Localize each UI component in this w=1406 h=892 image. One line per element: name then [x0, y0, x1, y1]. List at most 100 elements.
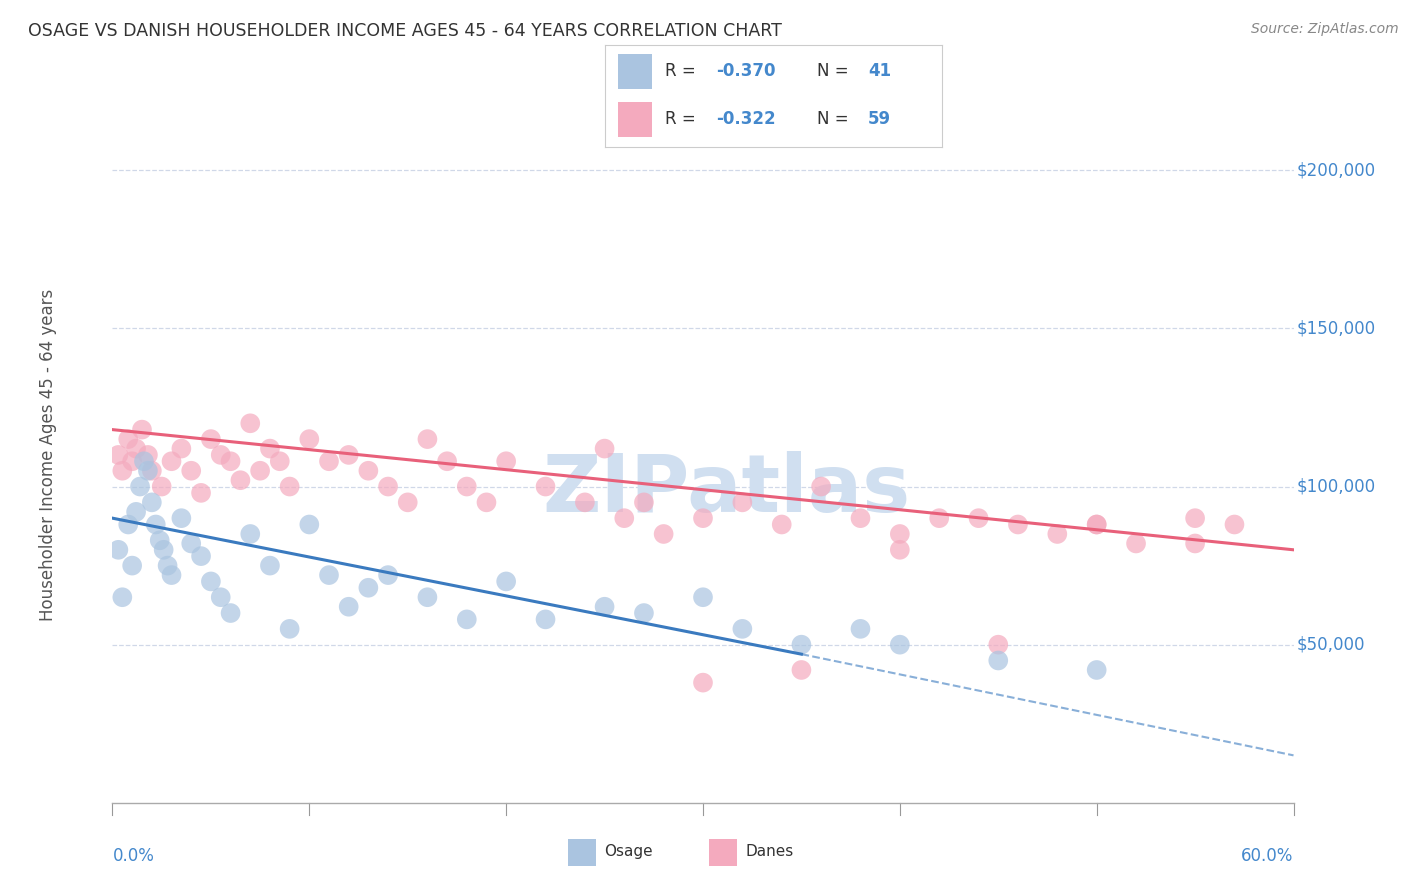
- Point: [613, 511, 636, 525]
- Point: [456, 612, 478, 626]
- Point: [1184, 536, 1206, 550]
- Point: [692, 675, 714, 690]
- Point: [150, 479, 173, 493]
- Text: -0.322: -0.322: [716, 111, 776, 128]
- Point: [111, 591, 134, 605]
- Point: [1085, 517, 1108, 532]
- Point: [136, 464, 159, 478]
- Bar: [709, 839, 737, 866]
- Point: [633, 495, 655, 509]
- Point: [149, 533, 172, 548]
- Point: [987, 653, 1010, 667]
- Point: [160, 568, 183, 582]
- Point: [160, 454, 183, 468]
- Point: [1184, 511, 1206, 525]
- Point: [1046, 527, 1069, 541]
- Point: [121, 558, 143, 573]
- Text: Householder Income Ages 45 - 64 years: Householder Income Ages 45 - 64 years: [38, 289, 56, 621]
- Text: $200,000: $200,000: [1298, 161, 1376, 179]
- Point: [152, 542, 174, 557]
- Bar: [568, 839, 596, 866]
- Point: [117, 432, 139, 446]
- Point: [318, 568, 340, 582]
- Point: [269, 454, 291, 468]
- Point: [125, 442, 148, 456]
- Point: [456, 479, 478, 493]
- Point: [229, 473, 252, 487]
- Point: [416, 591, 439, 605]
- Point: [249, 464, 271, 478]
- Point: [219, 454, 242, 468]
- Bar: [619, 54, 652, 88]
- Point: [731, 495, 754, 509]
- Point: [117, 517, 139, 532]
- Point: [209, 591, 232, 605]
- Point: [967, 511, 990, 525]
- Point: [125, 505, 148, 519]
- Point: [416, 432, 439, 446]
- Point: [170, 442, 193, 456]
- Text: 0.0%: 0.0%: [112, 847, 155, 865]
- Text: 41: 41: [868, 62, 891, 80]
- Point: [987, 638, 1010, 652]
- Text: R =: R =: [665, 62, 702, 80]
- Point: [790, 663, 813, 677]
- Point: [170, 511, 193, 525]
- Point: [928, 511, 950, 525]
- Point: [190, 486, 212, 500]
- Point: [889, 638, 911, 652]
- Point: [357, 464, 380, 478]
- Point: [849, 622, 872, 636]
- Point: [111, 464, 134, 478]
- Bar: [619, 102, 652, 137]
- Point: [337, 599, 360, 614]
- Text: 60.0%: 60.0%: [1241, 847, 1294, 865]
- Point: [298, 432, 321, 446]
- Point: [190, 549, 212, 563]
- Point: [141, 464, 163, 478]
- Point: [107, 448, 129, 462]
- Point: [396, 495, 419, 509]
- Point: [209, 448, 232, 462]
- Point: [259, 442, 281, 456]
- Point: [145, 517, 167, 532]
- Point: [239, 417, 262, 431]
- Point: [849, 511, 872, 525]
- Text: Danes: Danes: [745, 845, 793, 859]
- Point: [633, 606, 655, 620]
- Point: [889, 527, 911, 541]
- Point: [219, 606, 242, 620]
- Point: [318, 454, 340, 468]
- Point: [534, 479, 557, 493]
- Point: [475, 495, 498, 509]
- Point: [436, 454, 458, 468]
- Point: [652, 527, 675, 541]
- Point: [136, 448, 159, 462]
- Point: [298, 517, 321, 532]
- Text: ZIPatlas: ZIPatlas: [543, 450, 911, 529]
- Point: [377, 479, 399, 493]
- Text: R =: R =: [665, 111, 702, 128]
- Point: [1223, 517, 1246, 532]
- Text: 59: 59: [868, 111, 891, 128]
- Point: [731, 622, 754, 636]
- Point: [495, 574, 517, 589]
- Point: [790, 638, 813, 652]
- Point: [200, 574, 222, 589]
- Point: [180, 464, 202, 478]
- Point: [337, 448, 360, 462]
- Text: Source: ZipAtlas.com: Source: ZipAtlas.com: [1251, 22, 1399, 37]
- Point: [377, 568, 399, 582]
- Point: [1085, 663, 1108, 677]
- Point: [239, 527, 262, 541]
- Text: Osage: Osage: [605, 845, 654, 859]
- Text: -0.370: -0.370: [716, 62, 776, 80]
- Point: [593, 442, 616, 456]
- Point: [156, 558, 179, 573]
- Point: [357, 581, 380, 595]
- Point: [278, 479, 301, 493]
- Point: [810, 479, 832, 493]
- Text: N =: N =: [817, 62, 853, 80]
- Point: [278, 622, 301, 636]
- Point: [141, 495, 163, 509]
